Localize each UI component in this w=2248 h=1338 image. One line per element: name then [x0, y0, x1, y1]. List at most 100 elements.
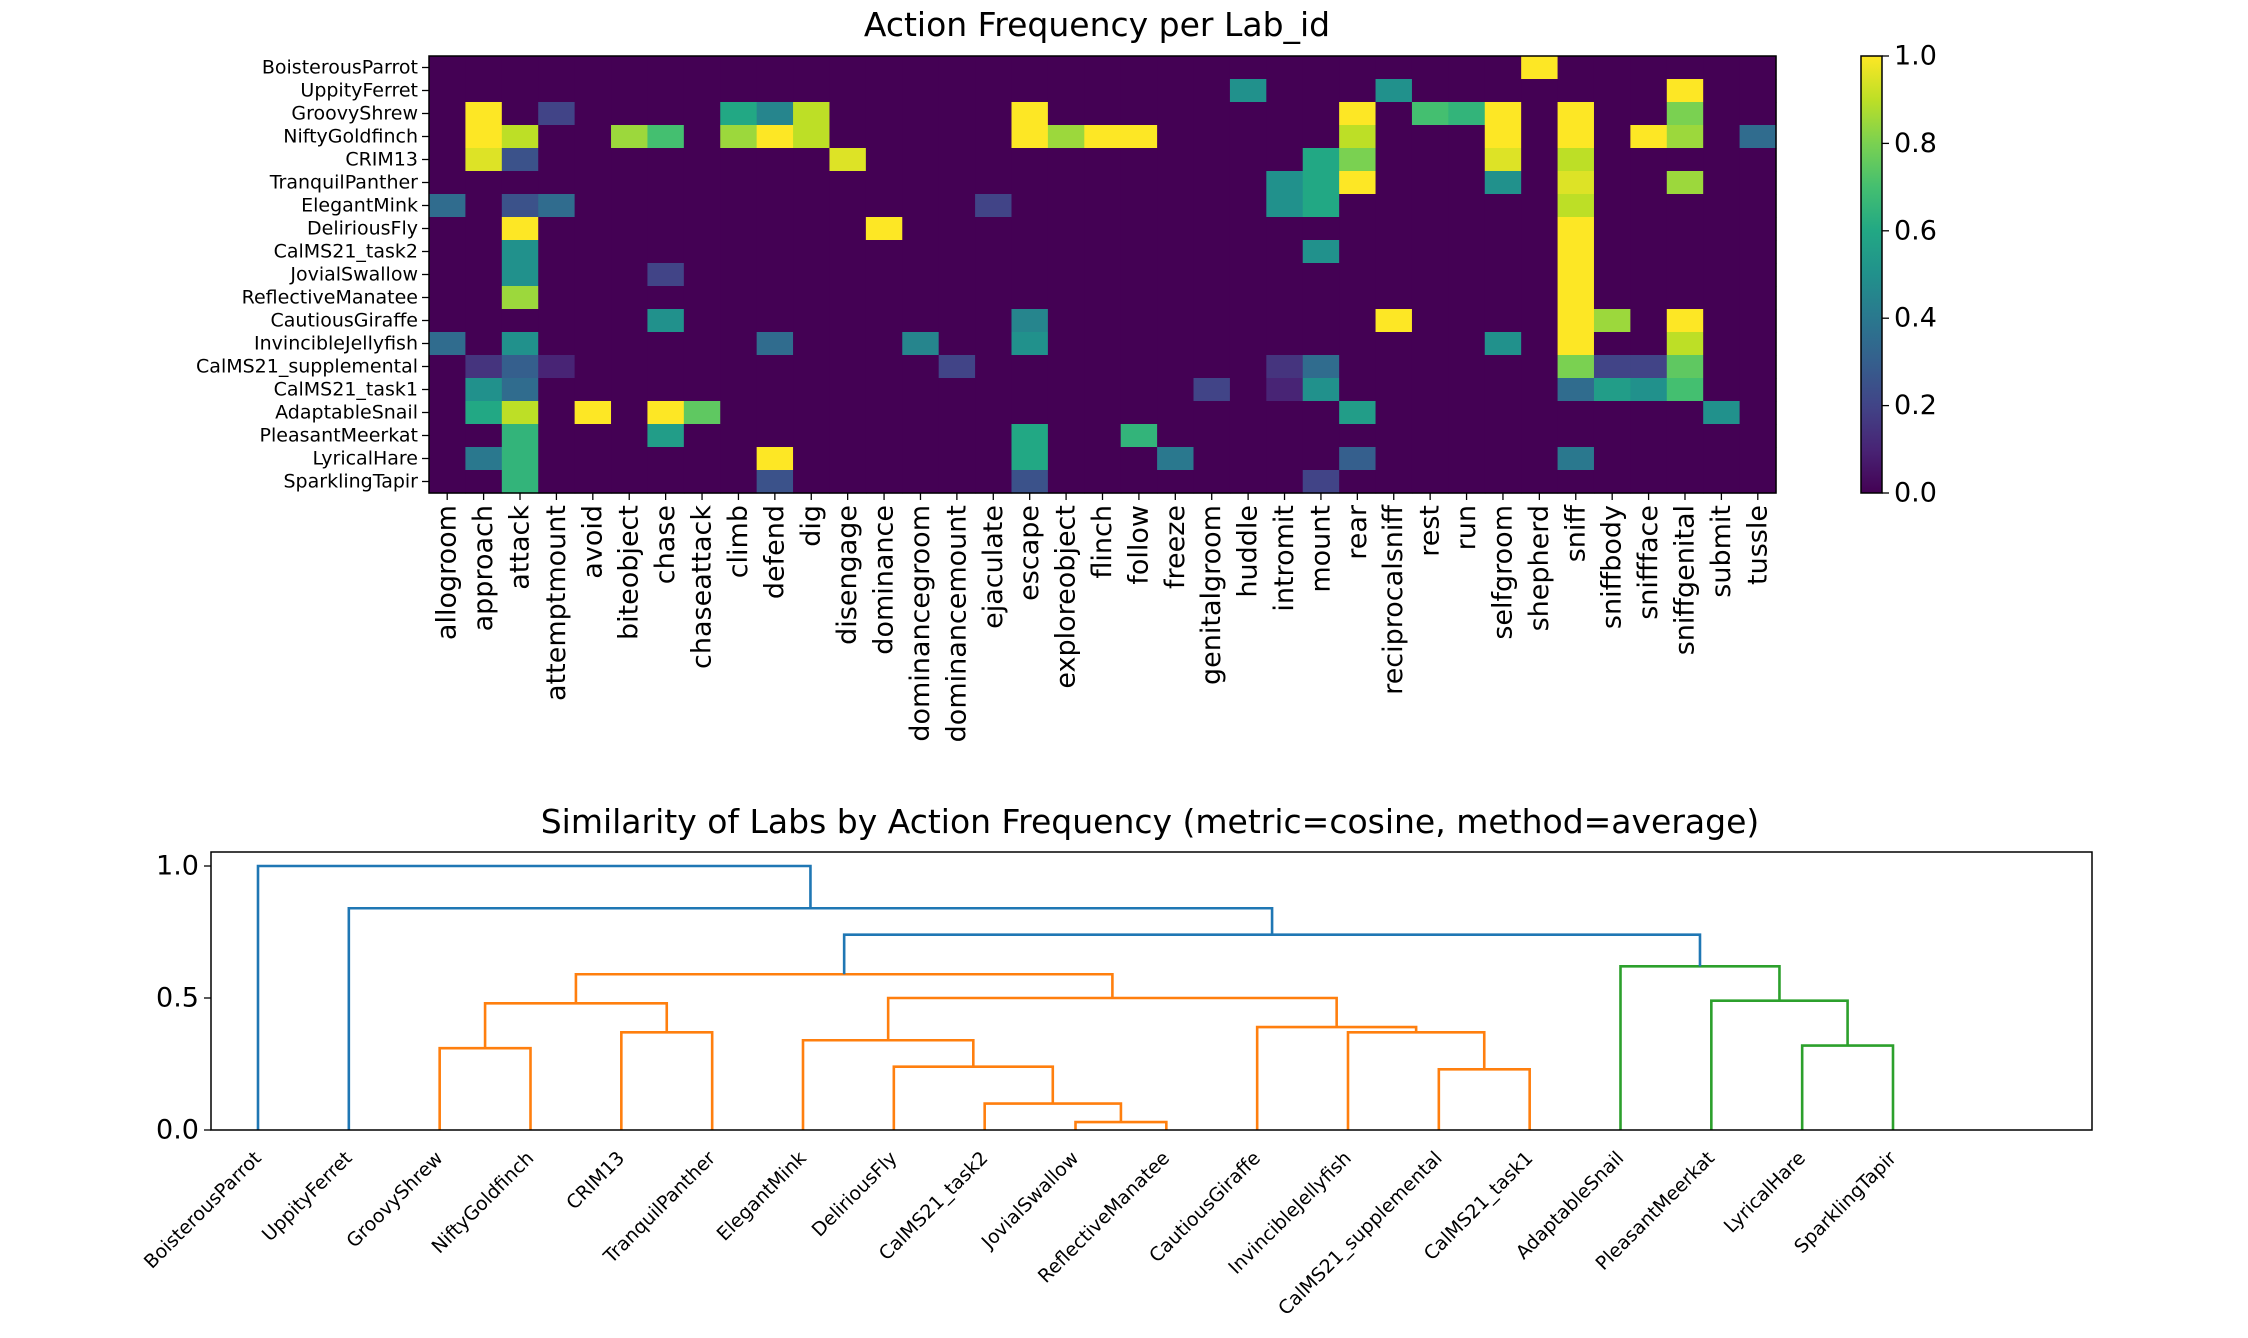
heatmap-cell [683, 470, 721, 494]
heatmap-cell [1120, 171, 1158, 195]
heatmap-cell [865, 447, 903, 471]
heatmap-cell [1229, 217, 1267, 241]
colorbar-tick-label: 0.2 [1894, 390, 1937, 421]
heatmap-cell [720, 424, 758, 448]
heatmap-cell [465, 148, 503, 172]
heatmap-cell [1375, 56, 1413, 80]
heatmap-cell [1302, 125, 1340, 149]
y-tick-label: 1.0 [156, 851, 199, 882]
heatmap-cell [975, 378, 1013, 402]
heatmap-cell [793, 217, 831, 241]
heatmap-cell [1630, 171, 1668, 195]
heatmap-cell [501, 470, 539, 494]
heatmap-cell [1120, 240, 1158, 264]
heatmap-cell [975, 79, 1013, 103]
heatmap-cell [829, 447, 867, 471]
heatmap-cell [538, 263, 576, 287]
heatmap-cell [574, 470, 612, 494]
heatmap-cell [902, 447, 940, 471]
heatmap-cell [1703, 378, 1741, 402]
heatmap-cell [1302, 447, 1340, 471]
heatmap-cell [865, 263, 903, 287]
heatmap-cell [938, 217, 976, 241]
heatmap-cell [538, 102, 576, 126]
heatmap-cell [1703, 309, 1741, 333]
heatmap-cell [1193, 125, 1231, 149]
column-label: shepherd [1524, 505, 1555, 631]
heatmap-cell [975, 286, 1013, 310]
heatmap-cell [1630, 217, 1668, 241]
heatmap-cell [501, 148, 539, 172]
colorbar-tick-label: 1.0 [1894, 41, 1937, 72]
heatmap-cell [756, 79, 794, 103]
heatmap-cell [720, 309, 758, 333]
heatmap-cell [1593, 309, 1631, 333]
heatmap-cell [1703, 424, 1741, 448]
heatmap-cell [1266, 424, 1304, 448]
heatmap-cell [756, 102, 794, 126]
heatmap-cell [938, 470, 976, 494]
heatmap-cell [1666, 102, 1704, 126]
heatmap-cell [501, 217, 539, 241]
heatmap-cell [574, 332, 612, 356]
heatmap-cell [1484, 125, 1522, 149]
heatmap-cell [683, 332, 721, 356]
row-label: CalMS21_task1 [274, 379, 418, 401]
heatmap-cell [1047, 401, 1085, 425]
heatmap-cell [1593, 217, 1631, 241]
heatmap-cell [647, 263, 685, 287]
heatmap-cell [793, 309, 831, 333]
heatmap-cell [1375, 171, 1413, 195]
heatmap-cell [1157, 447, 1195, 471]
heatmap-cell [1411, 309, 1449, 333]
heatmap-cell [1630, 424, 1668, 448]
heatmap-cell [1120, 263, 1158, 287]
heatmap-cell [720, 125, 758, 149]
heatmap-cell [975, 355, 1013, 379]
heatmap-cell [1703, 102, 1741, 126]
heatmap-cell [1011, 309, 1049, 333]
heatmap-cell [1229, 263, 1267, 287]
heatmap-cell [683, 56, 721, 80]
heatmap-cell [501, 424, 539, 448]
heatmap-cell [611, 102, 649, 126]
heatmap-cell [1302, 194, 1340, 218]
heatmap-cell [1484, 355, 1522, 379]
heatmap-cell [1193, 355, 1231, 379]
heatmap-cell [1266, 79, 1304, 103]
heatmap-cell [683, 240, 721, 264]
heatmap-cell [1120, 194, 1158, 218]
heatmap-cell [720, 378, 758, 402]
heatmap-cell [793, 56, 831, 80]
heatmap-cell [1739, 56, 1777, 80]
heatmap-cell [1229, 470, 1267, 494]
colorbar-gradient [1860, 55, 1883, 494]
heatmap-cell [1302, 217, 1340, 241]
heatmap-cell [611, 355, 649, 379]
heatmap-cell [1302, 470, 1340, 494]
heatmap-cell [793, 125, 831, 149]
heatmap-cell [1120, 355, 1158, 379]
heatmap-cell [1266, 240, 1304, 264]
heatmap-cell [1229, 355, 1267, 379]
heatmap-cell [574, 217, 612, 241]
heatmap-cell [1120, 424, 1158, 448]
heatmap-cell [1521, 378, 1559, 402]
heatmap-cell [902, 424, 940, 448]
heatmap-cell [1448, 148, 1486, 172]
heatmap-cell [902, 286, 940, 310]
heatmap-cell [1593, 447, 1631, 471]
heatmap-cell [1521, 102, 1559, 126]
heatmap-cell [574, 171, 612, 195]
heatmap-cell [829, 148, 867, 172]
heatmap-cell [1193, 424, 1231, 448]
heatmap-cell [538, 240, 576, 264]
heatmap-cell [538, 470, 576, 494]
heatmap-cell [1521, 470, 1559, 494]
heatmap-cell [1157, 424, 1195, 448]
heatmap-cell [1411, 332, 1449, 356]
heatmap-cell [1047, 309, 1085, 333]
heatmap-cell [865, 401, 903, 425]
row-label: AdaptableSnail [275, 402, 418, 424]
